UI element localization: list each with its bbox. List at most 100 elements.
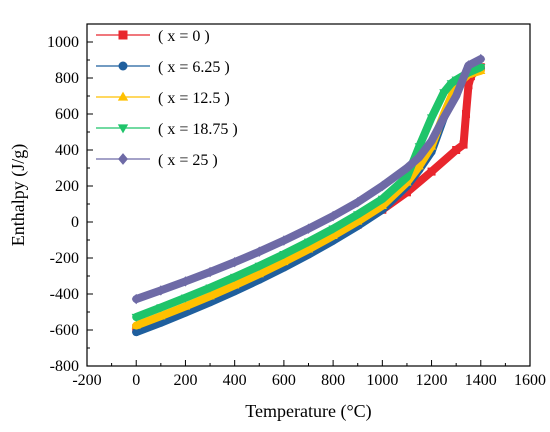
legend-label: ( x = 25 ) bbox=[158, 152, 218, 169]
data-point bbox=[328, 225, 338, 234]
y-tick-label: -400 bbox=[50, 286, 79, 303]
x-tick-label: 800 bbox=[321, 372, 345, 389]
data-point bbox=[156, 285, 166, 296]
y-tick-label: 200 bbox=[55, 178, 79, 195]
data-point bbox=[254, 246, 264, 257]
data-point bbox=[446, 80, 456, 89]
y-tick-label: -200 bbox=[50, 250, 79, 267]
x-tick-label: 600 bbox=[272, 372, 296, 389]
data-point bbox=[181, 276, 190, 287]
legend-swatch-marker bbox=[118, 153, 128, 165]
data-point bbox=[180, 301, 191, 310]
data-point bbox=[427, 167, 436, 176]
legend-swatch-marker bbox=[118, 30, 128, 40]
data-point bbox=[205, 266, 215, 278]
data-point bbox=[476, 53, 486, 65]
legend-label: ( x = 18.75 ) bbox=[158, 121, 238, 138]
data-point bbox=[427, 135, 436, 147]
x-tick-label: -200 bbox=[72, 372, 101, 389]
data-point bbox=[180, 294, 191, 303]
legend-swatch-marker bbox=[117, 91, 129, 101]
data-point bbox=[402, 173, 412, 182]
data-point bbox=[377, 201, 387, 209]
series-layer bbox=[131, 53, 486, 337]
data-point bbox=[279, 251, 289, 260]
data-point bbox=[279, 257, 289, 266]
data-point bbox=[451, 76, 461, 85]
legend: ( x = 0 ) ( x = 6.25 ) ( x = 12.5 ) ( x = 1… bbox=[96, 28, 238, 169]
x-tick-label: 1600 bbox=[514, 372, 546, 389]
data-point bbox=[402, 162, 412, 174]
legend-label: ( x = 0 ) bbox=[158, 28, 210, 45]
data-point bbox=[353, 197, 363, 208]
y-tick-label: -600 bbox=[50, 322, 79, 339]
x-tick-label: 1200 bbox=[416, 372, 448, 389]
series-3 bbox=[131, 63, 486, 322]
data-point bbox=[254, 269, 264, 278]
data-point bbox=[414, 161, 424, 170]
y-tick-label: 600 bbox=[55, 106, 79, 123]
data-point bbox=[131, 313, 141, 322]
data-point bbox=[328, 210, 338, 222]
legend-entry: ( x = 6.25 ) bbox=[96, 59, 230, 76]
data-point bbox=[414, 143, 424, 152]
y-tick-label: 1000 bbox=[47, 34, 79, 51]
x-tick-label: 0 bbox=[132, 372, 140, 389]
data-point bbox=[377, 180, 387, 192]
data-point bbox=[464, 81, 473, 90]
legend-entry: ( x = 18.75 ) bbox=[96, 121, 238, 138]
data-point bbox=[439, 89, 449, 98]
legend-entry: ( x = 0 ) bbox=[96, 28, 210, 45]
data-point bbox=[230, 273, 240, 282]
y-axis-title: Enthalpy (J/g) bbox=[8, 144, 29, 246]
legend-swatch-marker bbox=[118, 61, 128, 71]
data-point bbox=[303, 238, 314, 247]
data-point bbox=[476, 64, 486, 72]
y-tick-label: 0 bbox=[71, 214, 79, 231]
legend-label: ( x = 12.5 ) bbox=[158, 90, 230, 107]
data-point bbox=[402, 188, 411, 197]
data-point bbox=[205, 291, 215, 300]
data-point bbox=[328, 231, 338, 240]
x-tick-label: 1400 bbox=[465, 372, 497, 389]
data-point bbox=[452, 146, 461, 154]
data-point bbox=[230, 280, 240, 289]
x-tick-label: 400 bbox=[223, 372, 247, 389]
data-point bbox=[132, 328, 141, 337]
series-line bbox=[132, 55, 485, 304]
x-tick-label: 1000 bbox=[366, 372, 398, 389]
legend-label: ( x = 6.25 ) bbox=[158, 59, 230, 76]
data-point bbox=[131, 320, 141, 329]
ticks-layer: -200 0 200 400 600 800 1000 1200 1400 1600 -800 -60… bbox=[47, 34, 546, 389]
data-point bbox=[156, 304, 166, 313]
data-point bbox=[304, 223, 313, 234]
data-point bbox=[353, 216, 363, 225]
data-point bbox=[414, 152, 424, 163]
series-4 bbox=[131, 53, 486, 305]
data-point bbox=[303, 244, 314, 253]
data-point bbox=[426, 114, 437, 123]
legend-swatch-marker bbox=[117, 124, 129, 134]
series-line bbox=[132, 66, 485, 330]
data-point bbox=[205, 284, 215, 293]
x-tick-label: 200 bbox=[173, 372, 197, 389]
legend-entry: ( x = 12.5 ) bbox=[96, 90, 230, 107]
data-point bbox=[254, 262, 264, 271]
data-point bbox=[279, 235, 289, 246]
data-point bbox=[156, 311, 166, 320]
y-tick-label: 400 bbox=[55, 142, 79, 159]
y-tick-label: 800 bbox=[55, 70, 79, 87]
data-point bbox=[230, 256, 240, 268]
data-point bbox=[353, 211, 363, 220]
data-point bbox=[451, 90, 461, 102]
data-point bbox=[459, 140, 468, 149]
data-point bbox=[131, 293, 141, 305]
data-point bbox=[464, 60, 473, 71]
data-point bbox=[377, 195, 387, 204]
x-axis-title: Temperature (°C) bbox=[245, 401, 371, 422]
legend-entry: ( x = 25 ) bbox=[96, 152, 218, 169]
data-point bbox=[462, 110, 471, 118]
data-point bbox=[439, 112, 449, 123]
